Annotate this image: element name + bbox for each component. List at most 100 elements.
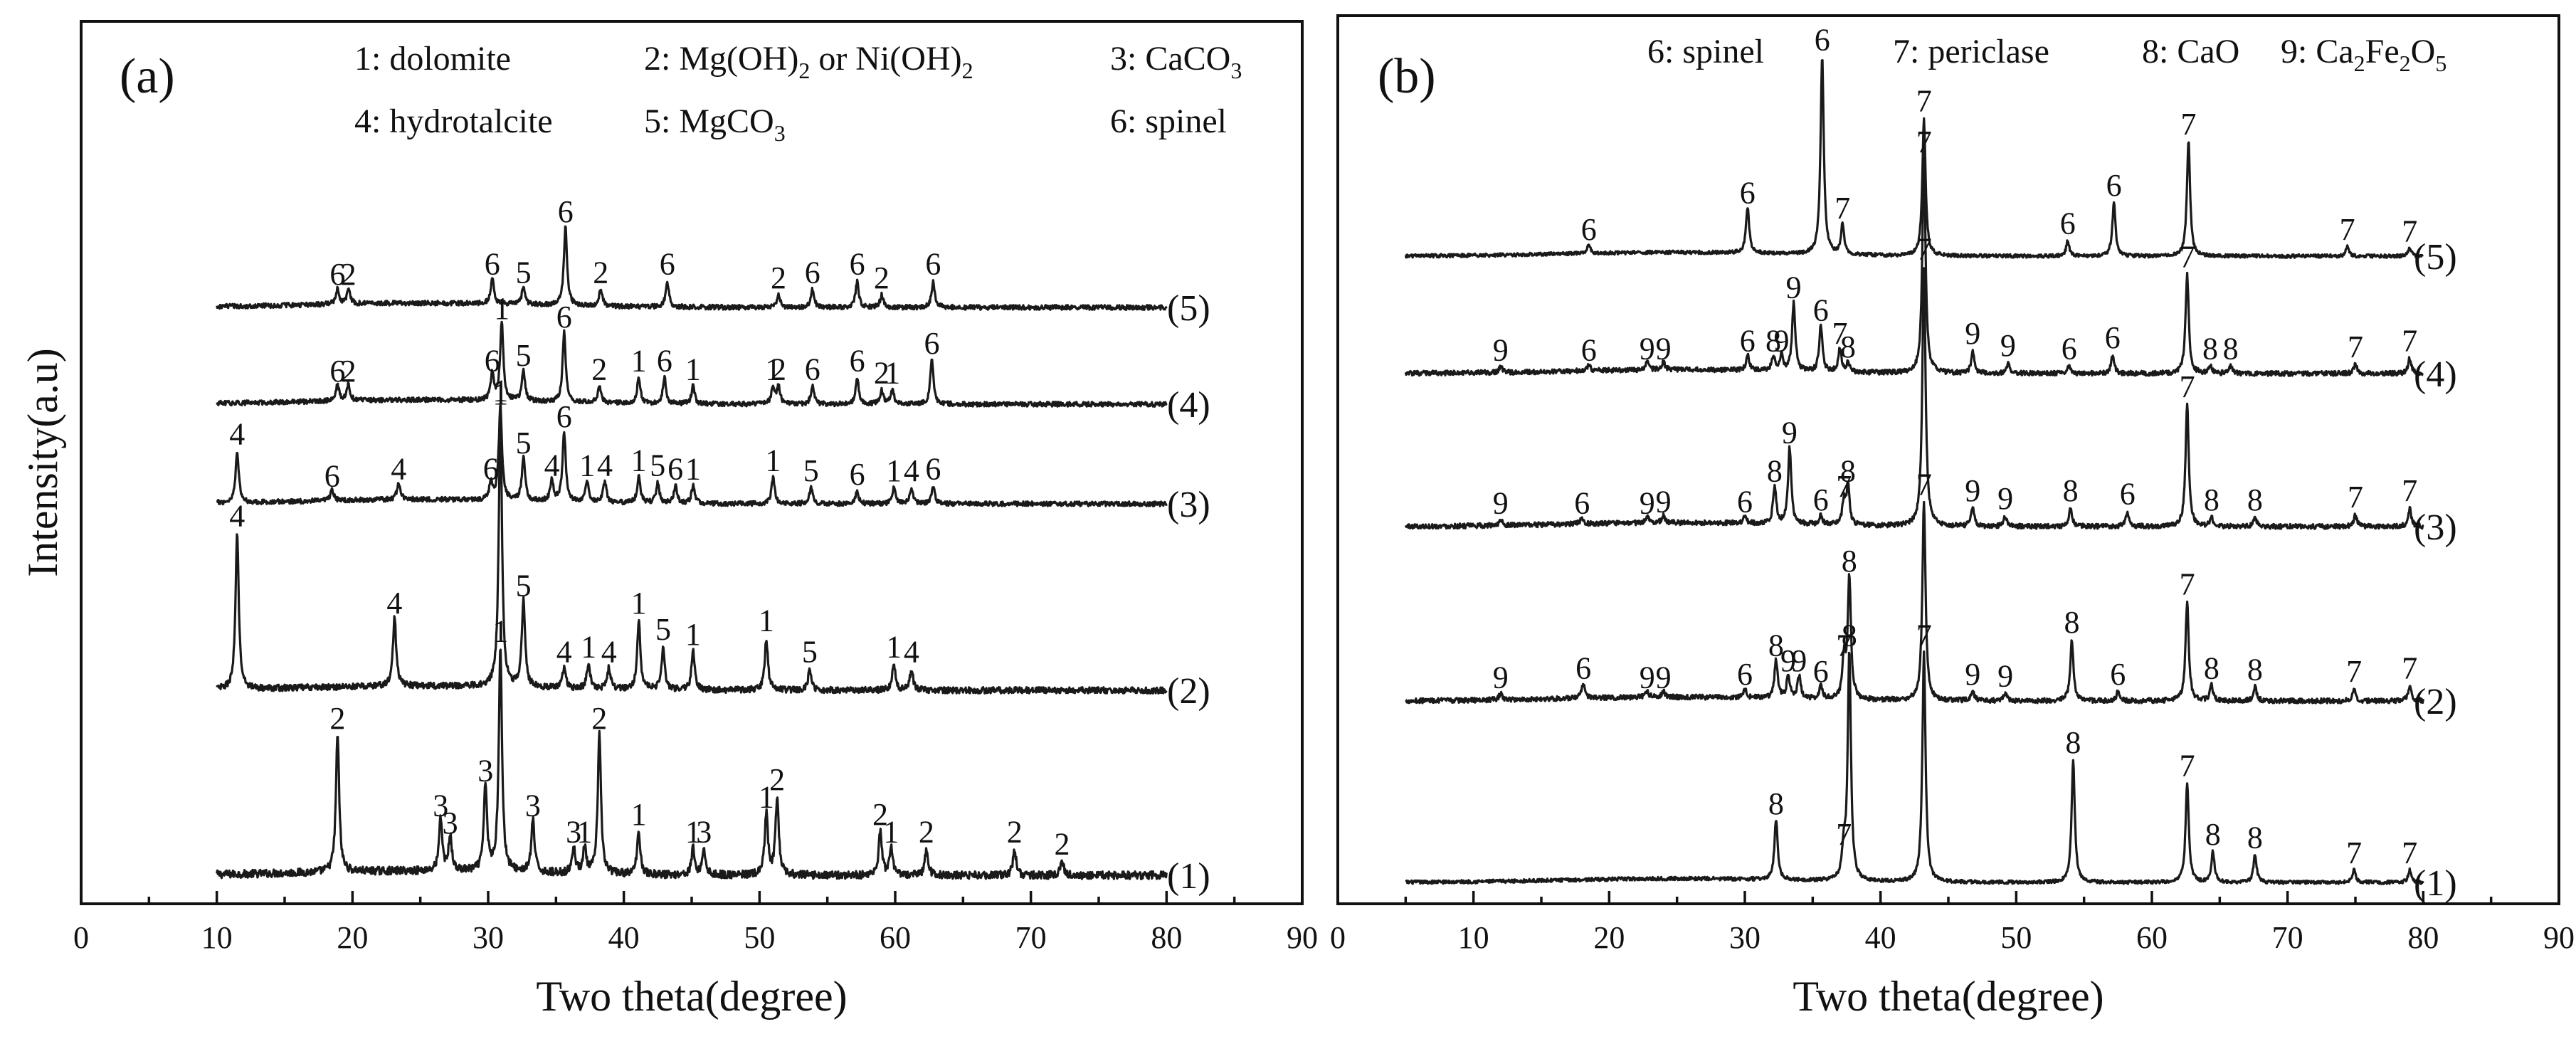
peak-label: 8 <box>2063 473 2079 508</box>
peak-label: 2 <box>771 260 786 295</box>
peak-label: 8 <box>2205 817 2221 852</box>
peak-label: 1 <box>765 352 781 387</box>
peak-label: 7 <box>2402 651 2417 686</box>
peak-label: 2 <box>591 701 607 736</box>
peak-label: 6 <box>485 246 500 281</box>
xrd-trace <box>1404 59 2424 259</box>
xrd-trace <box>1404 267 2424 530</box>
peak-label: 8 <box>1768 786 1784 821</box>
series-label: (1) <box>2414 863 2457 904</box>
xrd-trace <box>216 648 1168 880</box>
peak-label: 7 <box>2402 473 2417 508</box>
xrd-trace <box>1404 157 2424 377</box>
peak-label: 2 <box>341 257 357 292</box>
peak-label: 2 <box>874 260 890 295</box>
peak-label: 3 <box>525 789 541 823</box>
peak-label: 7 <box>1916 618 1932 653</box>
peak-label: 6 <box>925 246 941 281</box>
peak-label: 1 <box>759 603 774 638</box>
peak-label: 4 <box>544 448 560 483</box>
peak-label: 5 <box>650 448 665 483</box>
xrd-trace <box>216 225 1168 311</box>
peak-label: 5 <box>516 338 532 373</box>
peak-label: 8 <box>2247 653 2263 687</box>
peak-label: 9 <box>1782 416 1798 450</box>
peak-label: 7 <box>1916 232 1932 267</box>
peak-label: 2 <box>872 797 888 832</box>
x-tick-label: 60 <box>880 920 911 955</box>
peak-label: 7 <box>2346 835 2362 870</box>
peak-label: 5 <box>802 635 818 670</box>
peak-label: 3 <box>433 789 448 823</box>
series-label: (4) <box>1167 385 1210 426</box>
peak-label: 7 <box>2180 369 2195 404</box>
peak-label: 1 <box>765 443 781 478</box>
x-tick-label: 50 <box>2000 920 2032 955</box>
peak-label: 6 <box>329 354 345 389</box>
peak-label: 6 <box>667 452 683 487</box>
series-label: (4) <box>2414 354 2457 395</box>
x-tick-label: 40 <box>1865 920 1896 955</box>
peak-label: 2 <box>341 354 357 389</box>
peak-label: 6 <box>1581 212 1597 247</box>
peak-label: 6 <box>805 352 820 387</box>
panel-b-plot-frame <box>1336 14 2560 905</box>
peak-label: 8 <box>2247 482 2263 517</box>
peak-label: 4 <box>391 452 406 487</box>
panel-b-label: (b) <box>1378 49 1436 104</box>
peak-label: 2 <box>593 255 608 290</box>
peak-label: 1 <box>685 617 701 652</box>
peak-label: 8 <box>2202 331 2218 366</box>
peak-label: 9 <box>1656 484 1672 519</box>
peak-label: 8 <box>2065 725 2081 760</box>
x-tick-label: 90 <box>1287 920 1318 955</box>
series-label: (3) <box>1167 485 1210 525</box>
peak-label: 9 <box>1493 660 1509 695</box>
peak-label: 6 <box>485 343 500 378</box>
series-label: (3) <box>2414 507 2457 548</box>
peak-label: 8 <box>1842 618 1857 653</box>
peak-label: 6 <box>850 343 865 378</box>
x-tick-label: 20 <box>337 920 368 955</box>
peak-label: 1 <box>492 373 508 408</box>
peak-label: 6 <box>556 399 572 434</box>
peak-label: 7 <box>1836 469 1852 504</box>
peak-label: 9 <box>1640 331 1655 366</box>
peak-label: 1 <box>631 343 647 378</box>
peak-label: 2 <box>591 352 607 387</box>
peak-label: 2 <box>771 352 786 387</box>
legend-entry-spinel-b: 6: spinel <box>1647 33 1764 70</box>
peak-label: 8 <box>2204 651 2219 686</box>
peak-label: 6 <box>329 257 345 292</box>
series-label: (1) <box>1167 856 1210 897</box>
peak-label: 1 <box>576 814 592 849</box>
peak-label: 1 <box>579 448 595 483</box>
panel-a-series-labels: (1) (2) (3) (4) (5) <box>1167 288 1210 897</box>
xrd-trace <box>216 411 1168 695</box>
peak-label: 1 <box>886 629 902 664</box>
peak-label: 7 <box>1835 191 1850 226</box>
peak-label: 9 <box>1786 270 1802 305</box>
peak-label: 9 <box>1774 324 1790 359</box>
panel-b-x-axis: 0 10 20 30 40 50 60 70 80 90 <box>1330 891 2575 955</box>
xrd-trace <box>216 402 1168 507</box>
legend-entry-ca2fe2o5: 9: Ca2Fe2O5 <box>2281 33 2446 76</box>
peak-label: 2 <box>874 355 890 390</box>
peak-label: 6 <box>1737 484 1753 519</box>
peak-label: 6 <box>1737 657 1753 692</box>
peak-label: 1 <box>631 443 647 478</box>
x-tick-label: 80 <box>2407 920 2439 955</box>
peak-label: 8 <box>1768 628 1784 663</box>
peak-label: 4 <box>601 635 617 670</box>
peak-label: 9 <box>1965 316 1980 351</box>
peak-label: 7 <box>2180 748 2195 783</box>
peak-label: 3 <box>477 754 493 789</box>
legend-entry-caco3: 3: CaCO3 <box>1110 40 1242 83</box>
panel-a-x-axis-title: Two theta(degree) <box>536 973 847 1020</box>
peak-label: 7 <box>1836 817 1852 852</box>
peak-label: 6 <box>1740 324 1756 359</box>
peak-label: 1 <box>885 355 900 390</box>
peak-label: 4 <box>904 635 919 670</box>
peak-label: 9 <box>2000 328 2016 363</box>
x-tick-label: 80 <box>1151 920 1182 955</box>
